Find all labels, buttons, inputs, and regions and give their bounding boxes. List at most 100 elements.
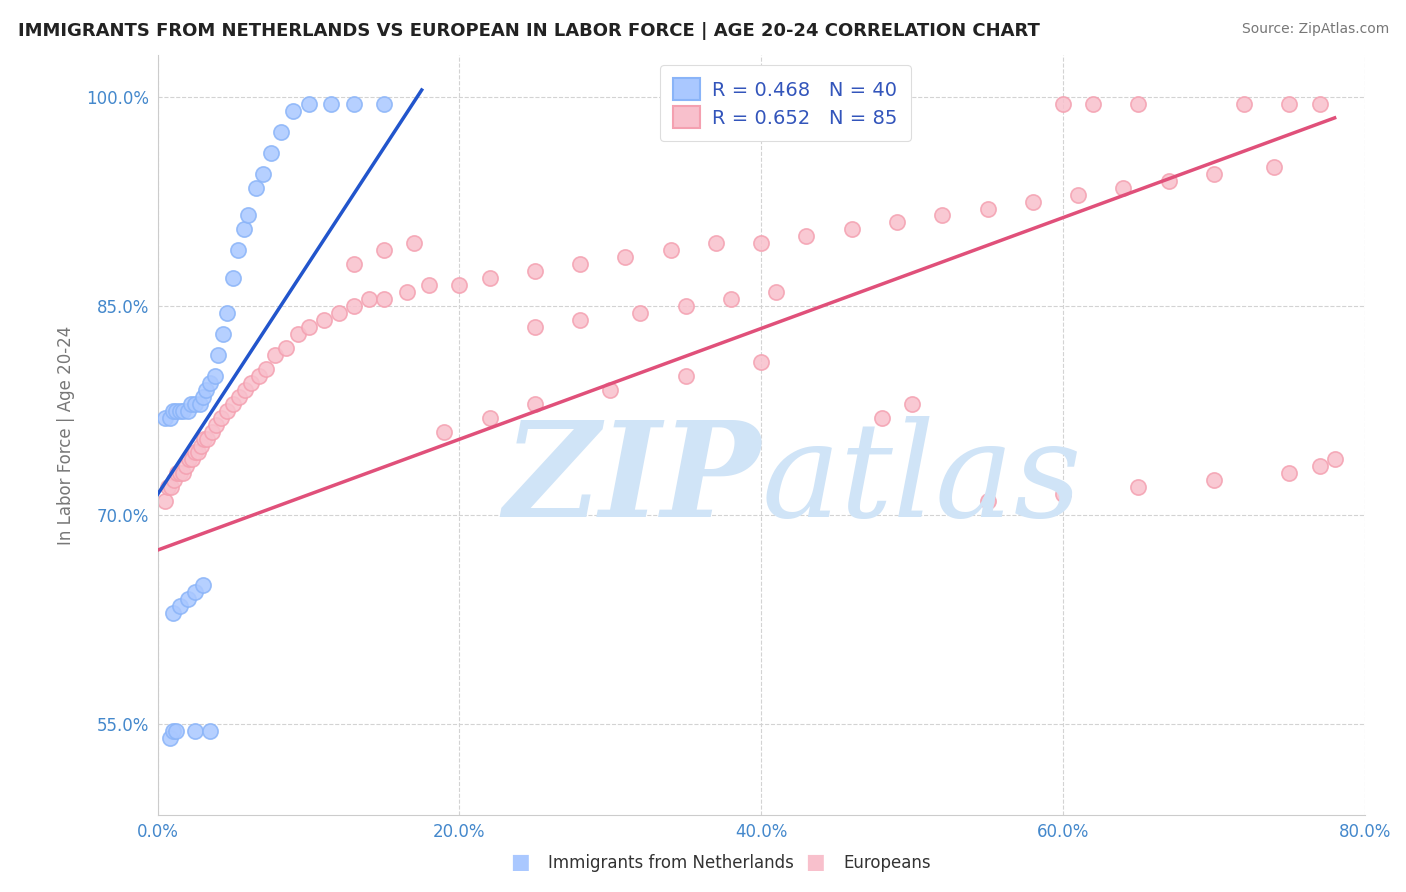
Text: ■: ■ xyxy=(510,853,530,872)
Point xyxy=(233,383,256,397)
Point xyxy=(343,257,366,271)
Point xyxy=(176,459,198,474)
Point xyxy=(523,264,546,278)
Point xyxy=(193,432,215,446)
Point xyxy=(207,348,229,362)
Point xyxy=(418,278,440,293)
Point xyxy=(796,229,818,244)
Point xyxy=(226,244,249,258)
Point xyxy=(190,438,212,452)
Point xyxy=(841,222,863,236)
Point xyxy=(720,292,742,306)
Point xyxy=(569,257,592,271)
Point xyxy=(357,292,380,306)
Point xyxy=(1309,97,1331,112)
Point xyxy=(153,410,176,425)
Point xyxy=(162,724,184,739)
Point xyxy=(283,103,305,118)
Point xyxy=(215,306,238,320)
Point xyxy=(184,724,207,739)
Point xyxy=(1202,167,1225,181)
Point xyxy=(1309,459,1331,474)
Point xyxy=(240,376,263,390)
Point xyxy=(523,397,546,411)
Point xyxy=(1278,97,1301,112)
Text: Europeans: Europeans xyxy=(844,855,931,872)
Point xyxy=(177,403,200,417)
Point xyxy=(187,445,209,459)
Point xyxy=(169,403,191,417)
Point xyxy=(343,97,366,112)
Text: ■: ■ xyxy=(806,853,825,872)
Point xyxy=(205,417,228,432)
Point xyxy=(153,494,176,508)
Point xyxy=(1128,480,1150,494)
Point xyxy=(373,97,395,112)
Point xyxy=(749,236,772,251)
Point xyxy=(157,480,180,494)
Point xyxy=(1157,173,1180,187)
Point xyxy=(201,425,224,439)
Point xyxy=(433,425,456,439)
Point xyxy=(274,341,297,355)
Point xyxy=(194,383,217,397)
Text: IMMIGRANTS FROM NETHERLANDS VS EUROPEAN IN LABOR FORCE | AGE 20-24 CORRELATION C: IMMIGRANTS FROM NETHERLANDS VS EUROPEAN … xyxy=(18,22,1040,40)
Point xyxy=(181,452,204,467)
Point xyxy=(599,383,621,397)
Point xyxy=(1112,180,1135,194)
Point xyxy=(177,591,200,606)
Point xyxy=(209,410,232,425)
Point xyxy=(228,390,250,404)
Point xyxy=(1263,160,1285,174)
Point xyxy=(901,397,924,411)
Point xyxy=(297,97,319,112)
Point xyxy=(630,306,652,320)
Point xyxy=(191,390,214,404)
Point xyxy=(1052,97,1074,112)
Text: Source: ZipAtlas.com: Source: ZipAtlas.com xyxy=(1241,22,1389,37)
Point xyxy=(1052,487,1074,501)
Point xyxy=(1022,194,1045,209)
Point xyxy=(373,244,395,258)
Point xyxy=(169,599,191,613)
Point xyxy=(264,348,287,362)
Point xyxy=(373,292,395,306)
Point xyxy=(675,368,697,383)
Point xyxy=(395,285,418,300)
Point xyxy=(180,397,202,411)
Point xyxy=(886,215,908,229)
Point xyxy=(343,299,366,313)
Point xyxy=(976,202,998,216)
Point xyxy=(614,250,637,264)
Text: ZIP: ZIP xyxy=(503,417,761,545)
Point xyxy=(163,474,186,488)
Point xyxy=(162,606,184,620)
Point xyxy=(976,494,998,508)
Point xyxy=(169,467,191,481)
Point xyxy=(215,403,238,417)
Point xyxy=(172,467,194,481)
Point xyxy=(569,313,592,327)
Point xyxy=(200,376,222,390)
Point xyxy=(211,326,233,341)
Point xyxy=(254,361,277,376)
Point xyxy=(287,326,309,341)
Point xyxy=(1067,187,1090,202)
Point xyxy=(165,403,187,417)
Point xyxy=(179,452,201,467)
Text: atlas: atlas xyxy=(761,417,1081,545)
Point xyxy=(1083,97,1105,112)
Point xyxy=(523,320,546,334)
Point xyxy=(297,320,319,334)
Text: Immigrants from Netherlands: Immigrants from Netherlands xyxy=(548,855,794,872)
Point xyxy=(159,410,181,425)
Point xyxy=(1128,97,1150,112)
Point xyxy=(162,403,184,417)
Point xyxy=(159,731,181,746)
Point xyxy=(749,355,772,369)
Point xyxy=(172,403,194,417)
Point xyxy=(197,432,219,446)
Point xyxy=(222,271,245,285)
Point xyxy=(321,97,343,112)
Point xyxy=(765,285,787,300)
